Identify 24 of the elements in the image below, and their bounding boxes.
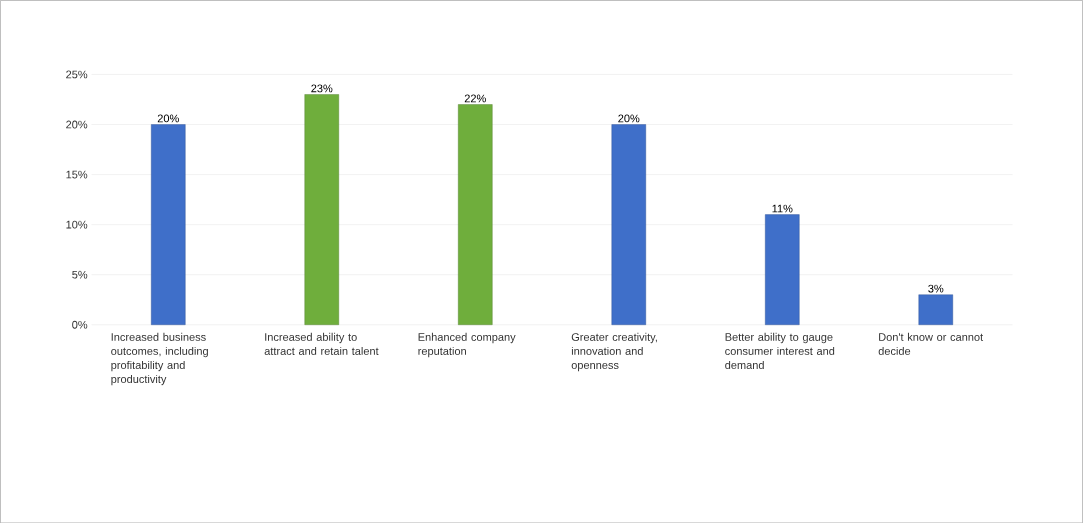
y-tick-label: 25% (66, 70, 88, 79)
y-tick-label: 20% (66, 120, 88, 129)
x-tick-label: Increased ability to attract and retain talent (264, 332, 379, 355)
bar (918, 294, 953, 325)
y-tick-label: 15% (66, 170, 88, 179)
data-label: 23% (311, 84, 333, 93)
bar (304, 94, 339, 325)
data-label: 11% (772, 204, 793, 213)
x-tick-label: Better ability to gauge consumer interest and demand (725, 332, 835, 369)
data-label: 3% (928, 284, 944, 293)
x-tick-label: Don't know or cannot decide (878, 332, 984, 355)
data-label: 20% (157, 114, 179, 123)
bar (151, 124, 186, 325)
y-tick-label: 10% (66, 220, 88, 229)
y-tick-label: 0% (72, 320, 88, 329)
data-label: 20% (618, 114, 640, 123)
bar (611, 124, 646, 325)
x-tick-label: Greater creativity, innovation and openness (571, 332, 657, 371)
y-tick-label: 5% (72, 270, 88, 279)
data-label: 22% (464, 94, 486, 103)
x-tick-label: Increased business outcomes, including profitability and productivity (111, 332, 208, 386)
x-tick-label: Enhanced company reputation (418, 332, 516, 357)
bar (765, 214, 800, 325)
bar (458, 104, 493, 325)
